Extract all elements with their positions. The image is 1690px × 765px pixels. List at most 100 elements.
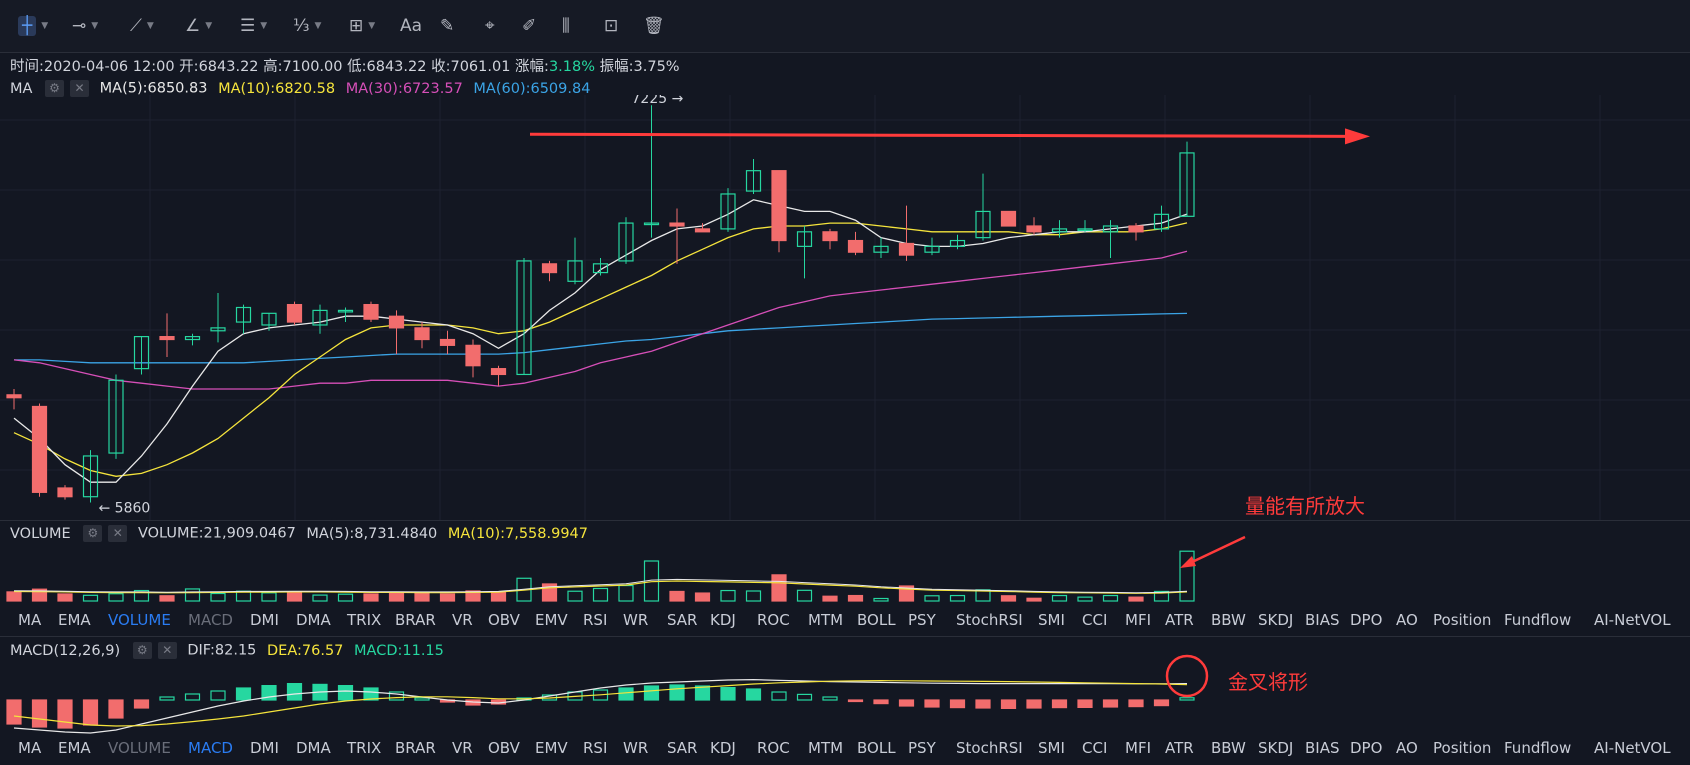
- fibonacci-tool[interactable]: ⅓ ▼: [293, 12, 321, 40]
- chevron-down-icon[interactable]: ▼: [91, 21, 99, 31]
- tab-trix[interactable]: TRIX: [347, 611, 382, 629]
- tab-ai-netvol[interactable]: AI-NetVOL: [1594, 739, 1671, 757]
- tab-smi[interactable]: SMI: [1038, 611, 1065, 629]
- tab-macd[interactable]: MACD: [188, 611, 233, 629]
- close-icon[interactable]: ✕: [108, 525, 128, 542]
- tab-roc[interactable]: ROC: [757, 739, 790, 757]
- text-tool-tool[interactable]: Aa: [400, 12, 422, 40]
- tab-sar[interactable]: SAR: [667, 739, 698, 757]
- close-icon[interactable]: ✕: [70, 80, 90, 97]
- tab-boll[interactable]: BOLL: [857, 739, 896, 757]
- tab-volume[interactable]: VOLUME: [108, 611, 171, 629]
- tab-rsi[interactable]: RSI: [583, 611, 608, 629]
- tab-mfi[interactable]: MFI: [1125, 611, 1151, 629]
- tab-dma[interactable]: DMA: [296, 611, 331, 629]
- tab-ao[interactable]: AO: [1396, 739, 1418, 757]
- tab-ai-netvol[interactable]: AI-NetVOL: [1594, 611, 1671, 629]
- tab-dma[interactable]: DMA: [296, 739, 331, 757]
- tab-bias[interactable]: BIAS: [1305, 611, 1340, 629]
- tab-psy[interactable]: PSY: [908, 611, 936, 629]
- tab-ema[interactable]: EMA: [58, 611, 91, 629]
- tab-ma[interactable]: MA: [18, 611, 42, 629]
- macd-histogram-bar: [1153, 699, 1170, 707]
- tab-sar[interactable]: SAR: [667, 611, 698, 629]
- tab-cci[interactable]: CCI: [1082, 611, 1108, 629]
- settings-icon[interactable]: ⚙: [45, 80, 65, 97]
- chevron-down-icon[interactable]: ▼: [41, 21, 49, 31]
- tab-psy[interactable]: PSY: [908, 739, 936, 757]
- tab-stochrsi[interactable]: StochRSI: [956, 611, 1023, 629]
- pencil-tool[interactable]: ✐: [522, 12, 536, 40]
- tab-atr[interactable]: ATR: [1165, 739, 1194, 757]
- tab-wr[interactable]: WR: [623, 611, 649, 629]
- tab-bias[interactable]: BIAS: [1305, 739, 1340, 757]
- tab-dmi[interactable]: DMI: [250, 739, 279, 757]
- tab-bbw[interactable]: BBW: [1211, 739, 1246, 757]
- tab-kdj[interactable]: KDJ: [710, 611, 736, 629]
- tab-roc[interactable]: ROC: [757, 611, 790, 629]
- tab-dpo[interactable]: DPO: [1350, 611, 1383, 629]
- tab-obv[interactable]: OBV: [488, 611, 520, 629]
- parallel-channel-tool[interactable]: ☰ ▼: [240, 12, 267, 40]
- tab-mfi[interactable]: MFI: [1125, 739, 1151, 757]
- crosshair-tool[interactable]: ┼ ▼: [18, 12, 48, 40]
- settings-icon[interactable]: ⚙: [132, 642, 152, 659]
- chevron-down-icon[interactable]: ▼: [314, 21, 322, 31]
- tab-cci[interactable]: CCI: [1082, 739, 1108, 757]
- tab-skdj[interactable]: SKDJ: [1258, 611, 1294, 629]
- tab-fundflow[interactable]: Fundflow: [1504, 611, 1572, 629]
- volume-bar: [108, 593, 124, 602]
- tab-bbw[interactable]: BBW: [1211, 611, 1246, 629]
- horizontal-line-tool[interactable]: ⊸ ▼: [72, 12, 98, 40]
- trend-line-tool[interactable]: ⟋ ▼: [130, 12, 154, 40]
- angle-tool[interactable]: ∠ ▼: [185, 12, 212, 40]
- tab-brar[interactable]: BRAR: [395, 739, 436, 757]
- tab-vr[interactable]: VR: [452, 739, 473, 757]
- tab-brar[interactable]: BRAR: [395, 611, 436, 629]
- macd-histogram-bar: [694, 685, 711, 701]
- trash-tool[interactable]: 🗑: [643, 12, 665, 40]
- tab-volume[interactable]: VOLUME: [108, 739, 171, 757]
- tab-skdj[interactable]: SKDJ: [1258, 739, 1294, 757]
- tab-kdj[interactable]: KDJ: [710, 739, 736, 757]
- ruler-tool[interactable]: ⌖: [485, 12, 495, 40]
- tab-trix[interactable]: TRIX: [347, 739, 382, 757]
- settings-icon[interactable]: ⚙: [83, 525, 103, 542]
- tab-emv[interactable]: EMV: [535, 739, 568, 757]
- brush-tool[interactable]: ✎: [440, 12, 454, 40]
- tab-position[interactable]: Position: [1433, 611, 1492, 629]
- tab-ema[interactable]: EMA: [58, 739, 91, 757]
- lock-tool[interactable]: ⊡: [604, 12, 618, 40]
- tab-ma[interactable]: MA: [18, 739, 42, 757]
- candles-tool[interactable]: ⫼: [562, 12, 570, 40]
- tab-stochrsi[interactable]: StochRSI: [956, 739, 1023, 757]
- chevron-down-icon[interactable]: ▼: [260, 21, 268, 31]
- chevron-down-icon[interactable]: ▼: [146, 21, 154, 31]
- tab-atr[interactable]: ATR: [1165, 611, 1194, 629]
- tab-ao[interactable]: AO: [1396, 611, 1418, 629]
- tab-dmi[interactable]: DMI: [250, 611, 279, 629]
- macd-chart[interactable]: [0, 662, 1690, 734]
- chevron-down-icon[interactable]: ▼: [205, 21, 213, 31]
- low-label: 低:: [347, 59, 367, 75]
- volume-chart[interactable]: [0, 545, 1690, 605]
- tab-mtm[interactable]: MTM: [808, 739, 844, 757]
- tab-fundflow[interactable]: Fundflow: [1504, 739, 1572, 757]
- tab-mtm[interactable]: MTM: [808, 611, 844, 629]
- close-icon[interactable]: ✕: [157, 642, 177, 659]
- tab-emv[interactable]: EMV: [535, 611, 568, 629]
- macd-histogram-bar: [414, 697, 430, 701]
- tab-vr[interactable]: VR: [452, 611, 473, 629]
- tab-smi[interactable]: SMI: [1038, 739, 1065, 757]
- chevron-down-icon[interactable]: ▼: [368, 21, 376, 31]
- tab-dpo[interactable]: DPO: [1350, 739, 1383, 757]
- tab-obv[interactable]: OBV: [488, 739, 520, 757]
- tab-macd[interactable]: MACD: [188, 739, 233, 757]
- candlestick-chart[interactable]: 7225 → ← 5860: [0, 95, 1690, 520]
- measure-tool[interactable]: ⊞ ▼: [349, 12, 375, 40]
- tab-rsi[interactable]: RSI: [583, 739, 608, 757]
- tab-position[interactable]: Position: [1433, 739, 1492, 757]
- candle-body: [159, 336, 175, 341]
- tab-boll[interactable]: BOLL: [857, 611, 896, 629]
- tab-wr[interactable]: WR: [623, 739, 649, 757]
